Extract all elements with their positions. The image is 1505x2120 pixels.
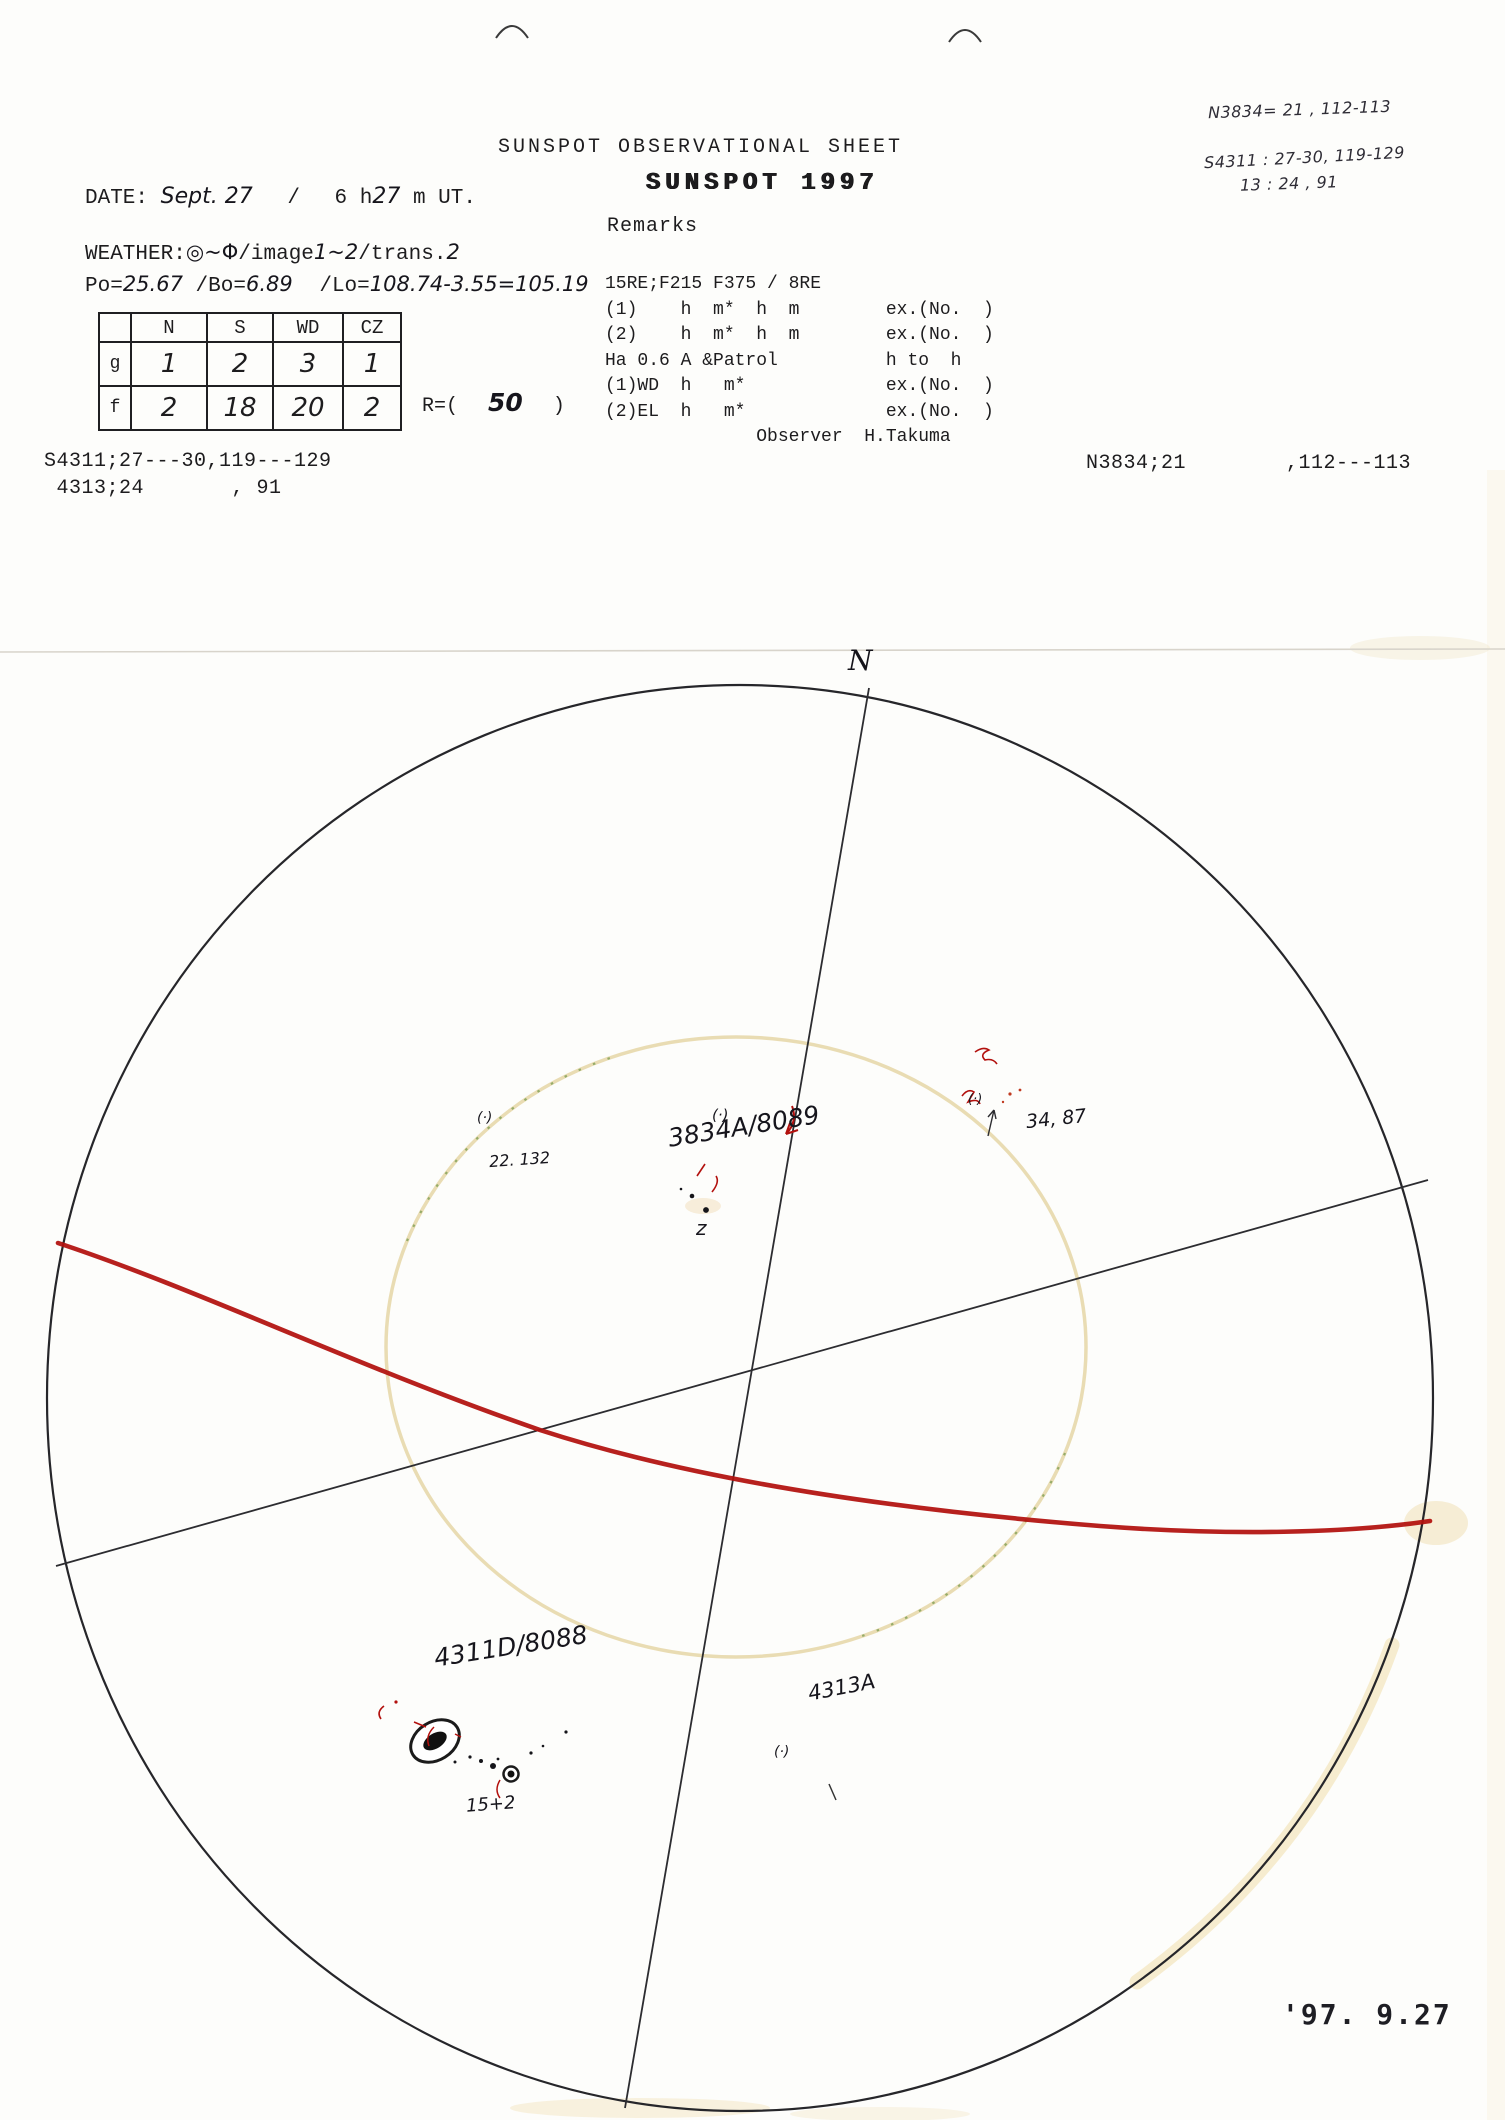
lo-label: /Lo=	[319, 275, 370, 298]
bo-value: 6.89	[245, 272, 293, 296]
bo-label: /Bo=	[195, 275, 246, 298]
table-header-cz: CZ	[342, 312, 402, 343]
date-label: DATE:	[85, 187, 149, 210]
punch-hole-arcs	[495, 25, 982, 43]
red-arrow-mark	[785, 1105, 795, 1135]
inner-reference-circle	[384, 1035, 1088, 1659]
row-g-wd: 3	[272, 341, 344, 387]
table-row-f: f 2 18 20 2	[98, 385, 402, 431]
remarks-line-4: Ha 0.6 A &Patrol h to h	[605, 350, 962, 371]
red-equator-line	[55, 1240, 1433, 1535]
table-header-n: N	[130, 312, 208, 343]
date-suffix: m UT.	[412, 187, 476, 210]
remarks-line-1: 15RE;F215 F375 / 8RE	[605, 274, 822, 294]
table-row-g: g 1 2 3 1	[98, 341, 402, 387]
row-g-cz: 1	[342, 341, 402, 387]
handwritten-note-line3: 13 : 24 , 91	[1239, 172, 1339, 195]
up-arrow-mark	[987, 1109, 995, 1137]
sunspot-group-4311-marks	[378, 1700, 568, 1799]
remarks-block: 15RE;F215 F375 / 8RE (1) h m* h m ex.(No…	[605, 272, 994, 451]
group-3834-sub-mark: z	[696, 1216, 707, 1240]
page-title: SUNSPOT OBSERVATIONAL SHEET	[498, 136, 904, 159]
remarks-line-3: (2) h m* h m ex.(No. )	[605, 325, 994, 345]
row-f-s: 18	[206, 385, 274, 431]
weather-range: 1~2	[313, 240, 359, 264]
r-suffix: )	[552, 395, 565, 418]
lo-value: 108.74-3.55=105.19	[369, 272, 589, 296]
table-header-wd: WD	[272, 312, 344, 343]
date-line: DATE: Sept. 27 / 6 h27 m UT.	[85, 184, 476, 210]
r-value: 50	[488, 388, 523, 417]
weather-symbols: ◎~Φ	[185, 240, 239, 264]
date-minute: 27	[372, 184, 401, 209]
page-subtitle: SUNSPOT 1997	[646, 170, 879, 197]
date-hour: 6 h	[334, 187, 373, 210]
weather-label: WEATHER:	[85, 243, 186, 266]
sunspot-count-table: N S WD CZ g 1 2 3 1 f 2 18 20 2	[98, 312, 402, 431]
remarks-line-2: (1) h m* h m ex.(No. )	[605, 299, 994, 320]
r-prefix: R=(	[422, 395, 459, 418]
ref-right-line: N3834;21 ,112---113	[1086, 452, 1412, 475]
date-slash: /	[287, 187, 300, 210]
group-3834-paren-mark: (·)	[712, 1106, 729, 1124]
sheet-seam-line	[0, 648, 1505, 653]
po-value: 25.67	[122, 272, 183, 296]
row-g-label: g	[98, 341, 132, 387]
north-label: N	[848, 644, 873, 677]
orientation-lines	[55, 687, 1429, 2109]
ref-left-line2: 4313;24 , 91	[44, 477, 282, 500]
row-f-wd: 20	[272, 385, 344, 431]
sunspot-group-3834-marks	[679, 1105, 799, 1213]
remarks-observer-line: Observer H.Takuma	[605, 427, 951, 447]
row-f-label: f	[98, 385, 132, 431]
ref-left-line1: S4311;27---30,119---129	[44, 450, 332, 473]
row-f-n: 2	[130, 385, 208, 431]
ephemeris-line: Po=25.67 /Bo=6.89 /Lo=108.74-3.55=105.19	[85, 272, 589, 298]
left-spot-paren-mark: (·)	[477, 1110, 493, 1126]
remarks-line-5: (1)WD h m* ex.(No. )	[605, 376, 994, 396]
remarks-line-6: (2)EL h m* ex.(No. )	[605, 401, 994, 422]
solar-disk-circle	[45, 683, 1435, 2113]
po-label: Po=	[85, 275, 123, 298]
observation-date-stamp: '97. 9.27	[1282, 1998, 1452, 2031]
sunspot-group-4313-mark	[828, 1783, 837, 1801]
row-g-s: 2	[206, 341, 274, 387]
table-header-blank	[98, 312, 132, 343]
table-header-row: N S WD CZ	[98, 312, 402, 343]
row-f-cz: 2	[342, 385, 402, 431]
row-g-n: 1	[130, 341, 208, 387]
north-south-line	[624, 687, 870, 2109]
east-west-line	[55, 1179, 1429, 1567]
date-month-day: Sept. 27	[160, 184, 253, 209]
table-header-s: S	[206, 312, 274, 343]
group-4311-sub-label: 15+2	[465, 1792, 517, 1817]
weather-seg1: /image	[238, 243, 314, 266]
remarks-label: Remarks	[607, 215, 699, 238]
sunspot-group-right-marks	[961, 1047, 1022, 1137]
right-group-paren-mark: (·)	[968, 1092, 983, 1107]
weather-num: 2	[446, 240, 460, 264]
weather-seg2: /trans.	[358, 243, 447, 266]
relative-number-line: R=( 50 )	[422, 388, 565, 418]
weather-line: WEATHER:◎~Φ/image1~2/trans.2	[85, 240, 460, 266]
group-4313-paren-mark: (·)	[774, 1744, 790, 1760]
scan-artifacts	[0, 470, 1505, 2120]
